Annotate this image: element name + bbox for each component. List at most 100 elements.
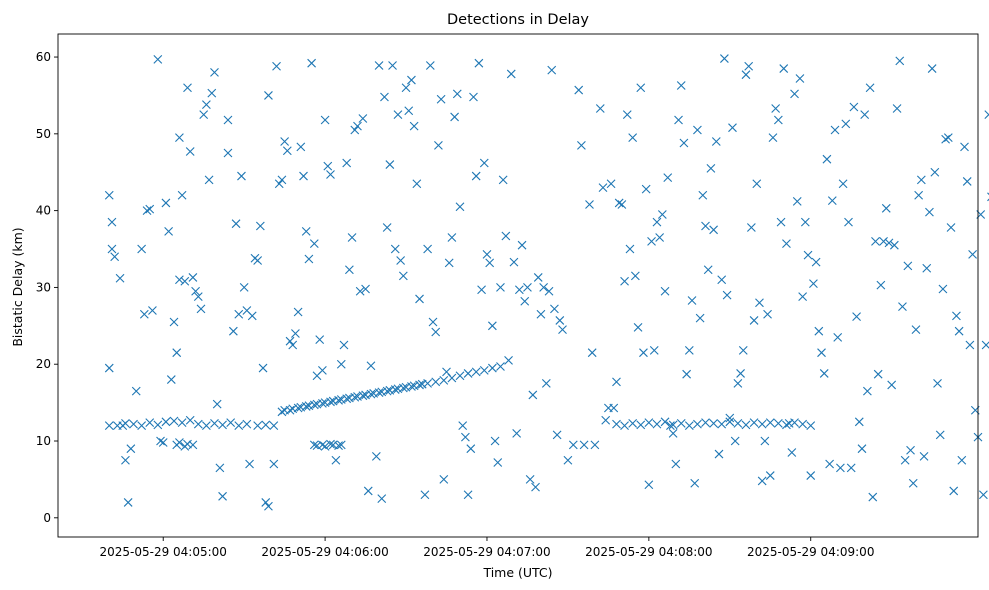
data-point-marker	[649, 346, 659, 355]
data-point-marker	[239, 283, 249, 292]
data-point-marker	[709, 225, 718, 235]
data-point-marker	[714, 449, 724, 459]
data-point-marker	[104, 190, 114, 200]
data-point-marker	[121, 418, 130, 428]
data-point-marker	[185, 415, 195, 425]
data-point-marker	[636, 420, 646, 430]
data-point-marker	[166, 375, 176, 384]
data-point-marker	[353, 392, 362, 401]
data-point-marker	[231, 219, 241, 229]
data-point-marker	[139, 309, 149, 319]
data-point-marker	[765, 471, 775, 480]
data-point-marker	[158, 438, 168, 447]
data-point-marker	[652, 419, 662, 429]
data-point-marker	[463, 490, 473, 500]
data-point-marker	[671, 459, 681, 469]
data-point-marker	[868, 492, 878, 502]
data-point-marker	[628, 418, 638, 428]
data-point-marker	[417, 379, 427, 389]
data-point-marker	[156, 436, 165, 446]
data-point-marker	[622, 110, 632, 120]
data-point-marker	[668, 420, 678, 430]
y-tick-label: 50	[36, 127, 51, 141]
data-point-marker	[749, 316, 759, 325]
data-point-marker	[938, 284, 948, 294]
data-point-marker	[458, 421, 468, 431]
data-point-marker	[757, 419, 767, 429]
data-point-marker	[288, 404, 298, 414]
data-point-marker	[693, 125, 702, 135]
data-point-marker	[175, 275, 184, 285]
data-point-marker	[487, 321, 497, 331]
data-point-marker	[123, 498, 133, 507]
data-point-marker	[954, 326, 964, 336]
data-point-marker	[455, 371, 465, 381]
data-point-marker	[657, 210, 667, 219]
data-point-marker	[895, 56, 905, 66]
data-point-marker	[434, 140, 443, 150]
data-point-marker	[121, 455, 130, 465]
plot-area: 0 10 20 30 40 50 60 2025-05-29 04:05:00 2025-05-…	[36, 33, 989, 559]
data-point-marker	[469, 92, 478, 102]
data-point-marker	[979, 490, 988, 500]
plot-frame	[57, 33, 979, 538]
data-point-marker	[215, 463, 225, 473]
data-point-marker	[639, 348, 648, 358]
data-point-marker	[660, 417, 670, 427]
x-axis-label: Time (UTC)	[482, 565, 552, 580]
data-point-marker	[806, 421, 816, 431]
data-point-marker	[212, 399, 222, 409]
data-point-marker	[423, 244, 433, 254]
data-point-marker	[730, 436, 740, 446]
data-point-marker	[822, 154, 832, 164]
data-point-marker	[960, 142, 969, 152]
data-point-marker	[798, 292, 808, 302]
data-point-marker	[803, 250, 813, 260]
data-point-marker	[514, 285, 524, 295]
data-point-marker	[145, 418, 155, 427]
data-point-marker	[185, 147, 195, 156]
data-point-marker	[746, 223, 756, 232]
data-point-marker	[547, 65, 557, 75]
data-point-marker	[172, 348, 182, 358]
data-point-marker	[773, 115, 783, 125]
data-point-marker	[541, 379, 551, 388]
data-point-marker	[614, 198, 624, 208]
data-point-marker	[191, 286, 200, 296]
data-point-marker	[193, 419, 203, 429]
data-point-marker	[922, 263, 932, 273]
data-point-marker	[506, 69, 516, 79]
data-point-marker	[409, 121, 419, 131]
data-point-marker	[744, 61, 754, 71]
data-point-marker	[933, 379, 942, 388]
data-point-marker	[326, 439, 335, 449]
data-point-marker	[819, 369, 829, 378]
data-point-marker	[655, 233, 665, 242]
data-point-marker	[366, 361, 376, 371]
data-point-marker	[161, 417, 171, 427]
data-point-marker	[107, 244, 117, 254]
data-point-marker	[320, 398, 330, 407]
data-point-marker	[261, 420, 271, 430]
data-point-marker	[755, 298, 764, 308]
data-point-marker	[334, 441, 343, 451]
data-point-marker	[377, 387, 387, 397]
data-point-marker	[765, 418, 775, 427]
data-point-marker	[242, 419, 252, 429]
data-point-marker	[237, 171, 246, 181]
data-point-marker	[161, 198, 171, 208]
data-point-marker	[177, 418, 187, 427]
data-point-marker	[757, 476, 767, 486]
data-point-marker	[782, 420, 791, 430]
data-point-marker	[555, 316, 565, 325]
data-point-marker	[595, 104, 605, 113]
data-point-marker	[887, 380, 897, 390]
data-point-marker	[523, 283, 532, 292]
data-point-marker	[881, 203, 891, 213]
data-point-marker	[644, 418, 654, 427]
data-point-marker	[479, 365, 489, 375]
data-point-marker	[331, 455, 341, 465]
x-tick-label: 2025-05-29 04:07:00	[423, 545, 550, 559]
data-point-marker	[590, 440, 600, 450]
data-point-marker	[738, 346, 748, 355]
